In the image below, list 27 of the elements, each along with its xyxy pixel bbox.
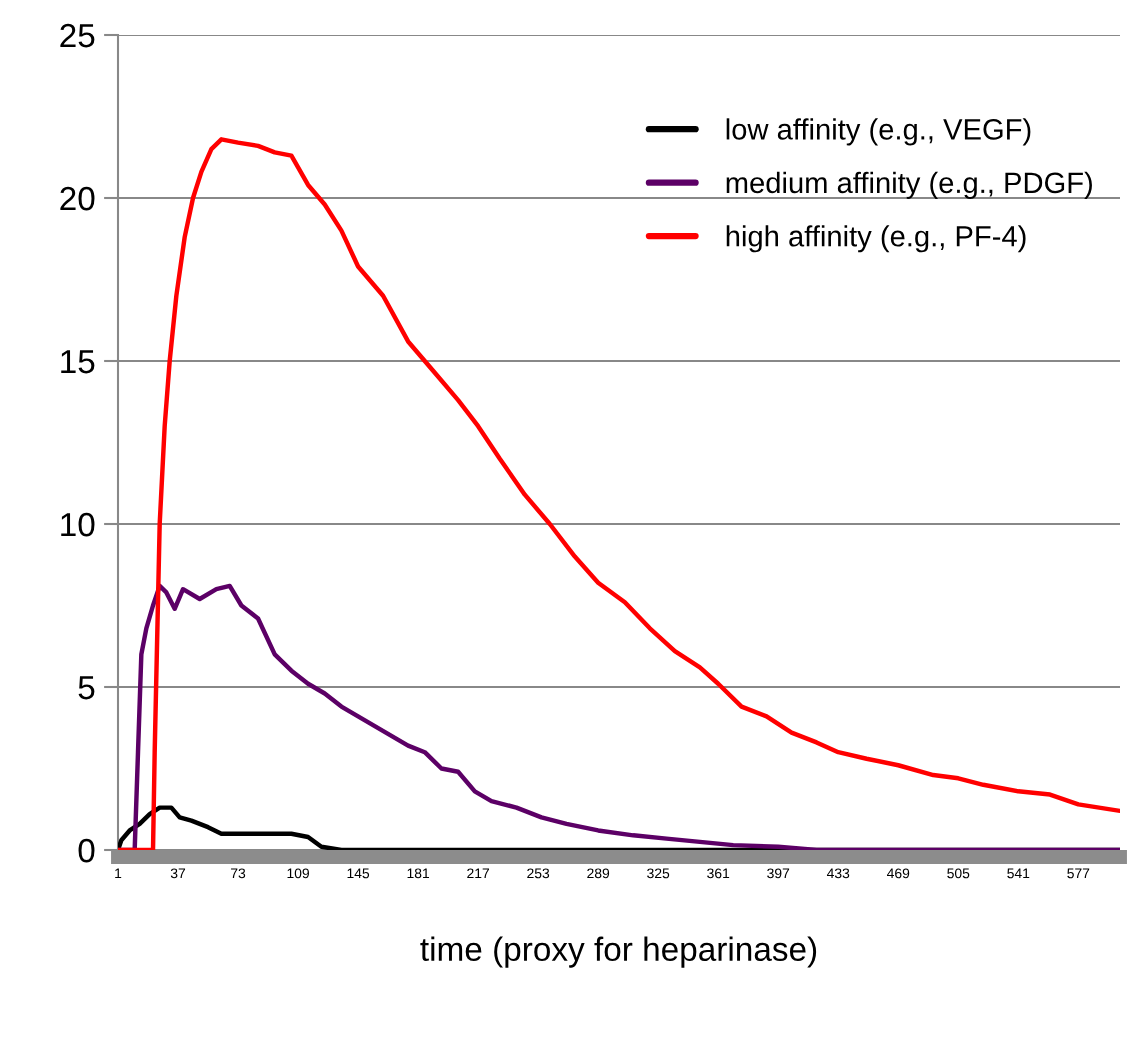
y-tick-label: 15 [61, 350, 95, 374]
x-tick-label: 577 [1067, 868, 1090, 879]
y-tick-label: 5 [78, 676, 95, 700]
x-tick-label: 505 [947, 868, 970, 879]
x-tick-label: 469 [886, 868, 910, 879]
x-tick-label: 1 [115, 868, 122, 879]
x-tick-label: 541 [1007, 868, 1030, 879]
y-tick-label: 20 [60, 186, 95, 211]
legend-label: low affinity (e.g., VEGF) [726, 118, 1031, 146]
x-tick-label: 217 [467, 868, 490, 879]
y-tick-label: 25 [60, 23, 95, 48]
x-tick-label: 109 [287, 868, 309, 879]
x-tick-label: 73 [231, 868, 246, 879]
x-tick-label: 37 [170, 868, 186, 879]
x-tick-label: 397 [767, 868, 790, 879]
x-tick-label: 361 [707, 868, 730, 879]
x-tick-label: 253 [527, 868, 550, 879]
legend-label: medium affinity (e.g., PDGF) [726, 171, 1092, 199]
legend-label: high affinity (e.g., PF-4) [726, 225, 1026, 253]
x-tick-label: 181 [407, 868, 430, 879]
x-axis-title: time (proxy for heparinase) [420, 936, 817, 968]
x-tick-label: 289 [587, 868, 610, 879]
y-tick-label: 10 [61, 512, 95, 537]
x-tick-label: 145 [347, 868, 370, 879]
x-tick-label: 325 [647, 868, 670, 879]
x-tick-label: 433 [826, 868, 850, 879]
y-tick-label: 0 [78, 838, 95, 863]
